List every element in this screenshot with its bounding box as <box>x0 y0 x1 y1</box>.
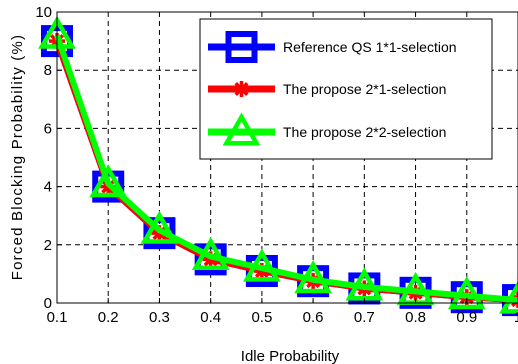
x-tick-label: 1 <box>514 309 518 326</box>
data-point <box>294 260 332 294</box>
legend-label: The propose 2*2-selection <box>283 124 446 140</box>
data-point <box>92 170 125 203</box>
y-tick-label: 4 <box>44 179 52 196</box>
x-tick-label: 0.1 <box>47 309 68 326</box>
legend: Reference QS 1*1-selection The propose 2*… <box>199 18 493 160</box>
y-tick-label: 2 <box>44 237 52 254</box>
legend-marker <box>225 31 258 63</box>
y-tick-label: 6 <box>44 120 52 137</box>
legend-entry: The propose 2*1-selection <box>208 81 446 97</box>
ticks: 0.10.20.30.40.50.60.70.80.910246810 <box>35 4 518 326</box>
x-tick-label: 0.6 <box>303 309 324 326</box>
x-axis-label: Idle Probability <box>241 348 340 364</box>
data-point <box>499 280 518 314</box>
legend-marker <box>233 81 250 97</box>
series-layer <box>38 15 518 317</box>
legend-marker <box>222 112 261 146</box>
x-tick-label: 0.5 <box>251 309 272 326</box>
y-axis-label: Forced Blocking Probability (%) <box>9 34 26 280</box>
data-point <box>143 217 176 250</box>
legend-entry: Reference QS 1*1-selection <box>208 31 457 63</box>
data-point <box>243 248 281 282</box>
x-tick-label: 0.4 <box>200 309 221 326</box>
legend-entry: The propose 2*2-selection <box>208 112 446 146</box>
x-tick-label: 0.9 <box>456 309 477 326</box>
y-tick-label: 0 <box>44 295 52 312</box>
series-triangle <box>38 15 518 314</box>
data-point <box>191 236 230 270</box>
series-line <box>54 34 518 304</box>
legend-label: The propose 2*1-selection <box>283 81 446 97</box>
data-point <box>447 276 486 310</box>
x-tick-label: 0.3 <box>149 309 170 326</box>
y-tick-label: 10 <box>35 4 52 21</box>
data-point <box>89 164 128 198</box>
plot-frame <box>56 11 518 304</box>
x-tick-label: 0.8 <box>405 309 426 326</box>
legend-label: Reference QS 1*1-selection <box>283 39 457 55</box>
data-point <box>140 210 179 244</box>
x-tick-label: 0.2 <box>98 309 119 326</box>
y-tick-label: 8 <box>44 62 52 79</box>
x-tick-label: 0.7 <box>354 309 375 326</box>
